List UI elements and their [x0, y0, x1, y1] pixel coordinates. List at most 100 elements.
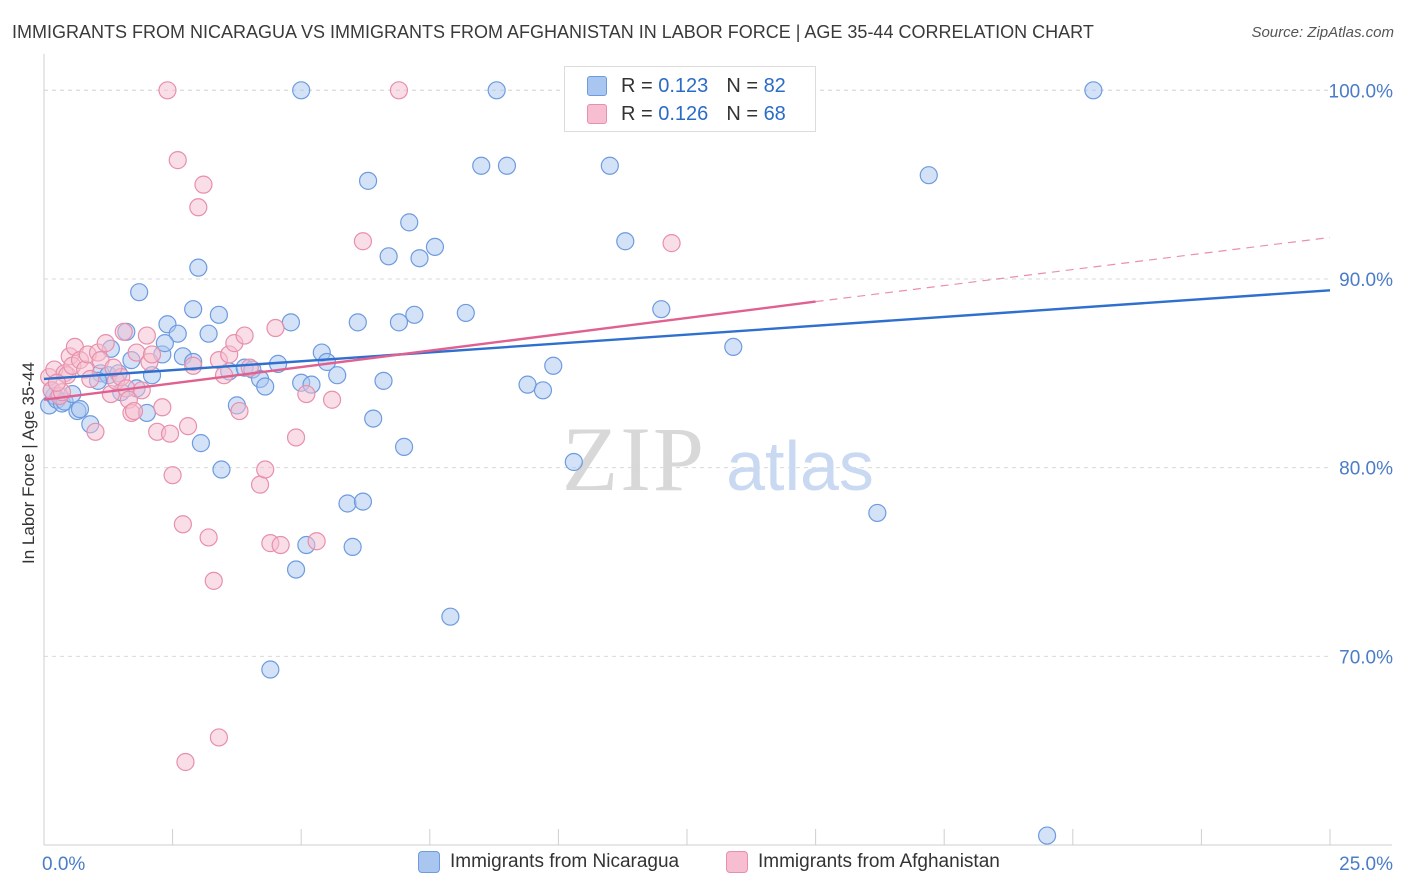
watermark-atlas: atlas — [726, 427, 874, 505]
nicaragua-point — [256, 377, 275, 396]
nicaragua-point — [374, 371, 393, 390]
nicaragua-trend-line — [43, 289, 1331, 381]
afghanistan-point — [81, 369, 100, 389]
stats-legend: R = 0.123 N = 82 R = 0.126 N = 68 — [564, 66, 816, 132]
n-value: 68 — [763, 102, 786, 125]
afghanistan-point — [194, 175, 213, 194]
afghanistan-point — [173, 515, 192, 534]
nicaragua-point — [441, 607, 460, 626]
nicaragua-point — [389, 313, 409, 332]
nicaragua-point — [212, 460, 231, 479]
nicaragua-point — [564, 452, 583, 472]
nicaragua-point — [343, 537, 362, 556]
chart-source: Source: ZipAtlas.com — [1251, 24, 1394, 41]
x-tick-label: 25.0% — [1339, 854, 1393, 875]
legend-swatch-pink — [726, 851, 748, 873]
nicaragua-point — [338, 494, 357, 513]
nicaragua-point — [286, 560, 306, 579]
y-tick-label: 100.0% — [1329, 81, 1394, 102]
n-value: 82 — [763, 74, 786, 97]
nicaragua-point — [544, 356, 563, 375]
legend-label: Immigrants from Nicaragua — [450, 851, 680, 872]
afghanistan-point — [286, 428, 306, 447]
r-label: R = — [621, 74, 653, 97]
stats-legend-row-afghanistan: R = 0.126 N = 68 — [587, 101, 786, 127]
afghanistan-point — [184, 356, 203, 375]
nicaragua-point — [184, 300, 203, 319]
afghanistan-point — [124, 401, 144, 421]
nicaragua-point — [497, 156, 517, 175]
nicaragua-point — [292, 81, 311, 100]
afghanistan-point — [114, 322, 133, 341]
afghanistan-point — [256, 460, 275, 479]
afghanistan-point — [142, 345, 162, 364]
r-value: 0.126 — [658, 102, 709, 125]
legend-item-afghanistan: Immigrants from Afghanistan — [726, 851, 1000, 873]
afghanistan-point — [204, 571, 223, 590]
afghanistan-point — [104, 358, 123, 377]
stats-legend-row-nicaragua: R = 0.123 N = 82 — [587, 73, 786, 99]
afghanistan-point — [353, 232, 373, 251]
legend-swatch-blue — [418, 851, 440, 873]
afghanistan-point — [209, 728, 228, 747]
y-tick-label: 70.0% — [1339, 647, 1393, 668]
nicaragua-point — [358, 171, 378, 190]
afghanistan-point — [96, 334, 115, 353]
afghanistan-point — [235, 326, 254, 345]
afghanistan-point — [153, 398, 172, 417]
nicaragua-point — [191, 434, 210, 453]
afghanistan-point — [662, 234, 681, 253]
afghanistan-point — [271, 535, 290, 555]
nicaragua-point — [405, 305, 424, 324]
nicaragua-point — [472, 156, 491, 175]
legend-label: Immigrants from Afghanistan — [758, 851, 1000, 872]
nicaragua-point — [348, 313, 367, 332]
trend-lines — [43, 236, 1331, 401]
nicaragua-point — [155, 334, 174, 353]
afghanistan-point — [250, 475, 270, 494]
nicaragua-point — [1037, 826, 1057, 845]
nicaragua-point — [410, 249, 429, 268]
nicaragua-point — [616, 232, 635, 251]
afghanistan-point — [189, 198, 208, 217]
nicaragua-point — [456, 303, 475, 323]
data-points — [40, 81, 1103, 845]
tick-labels: 70.0% 80.0% 90.0% 100.0% 0.0% 25.0% — [42, 81, 1393, 875]
nicaragua-point — [600, 156, 619, 175]
afghanistan-point — [168, 151, 187, 170]
afghanistan-point — [176, 752, 195, 772]
nicaragua-point — [130, 283, 149, 302]
nicaragua-point — [394, 437, 414, 456]
afghanistan-point — [199, 528, 218, 547]
afghanistan-point — [158, 81, 177, 100]
nicaragua-point — [652, 300, 671, 319]
afghanistan-trend-extension — [815, 236, 1331, 303]
y-tick-label: 90.0% — [1339, 270, 1393, 291]
afghanistan-trend-line — [43, 300, 816, 401]
r-value: 0.123 — [658, 74, 709, 97]
nicaragua-point — [919, 166, 938, 185]
nicaragua-point — [379, 247, 398, 266]
axes — [43, 54, 1392, 846]
nicaragua-point — [1084, 81, 1103, 100]
legend-swatch-blue — [587, 76, 607, 96]
nicaragua-point — [199, 324, 218, 343]
x-tick-label: 0.0% — [42, 854, 85, 875]
y-axis-label: In Labor Force | Age 35-44 — [19, 362, 38, 564]
y-tick-label: 80.0% — [1339, 459, 1393, 480]
afghanistan-point — [230, 401, 249, 421]
watermark-zip: ZIP — [562, 408, 706, 510]
nicaragua-point — [400, 213, 419, 232]
n-label: N = — [726, 102, 758, 125]
legend-swatch-pink — [587, 104, 607, 124]
nicaragua-point — [281, 313, 301, 332]
nicaragua-point — [189, 258, 208, 277]
afghanistan-point — [178, 417, 198, 436]
watermark: ZIP atlas — [562, 408, 874, 510]
nicaragua-point — [328, 366, 347, 385]
nicaragua-point — [261, 660, 280, 679]
nicaragua-point — [70, 400, 90, 419]
legend-item-nicaragua: Immigrants from Nicaragua — [418, 851, 679, 873]
nicaragua-point — [487, 81, 506, 100]
